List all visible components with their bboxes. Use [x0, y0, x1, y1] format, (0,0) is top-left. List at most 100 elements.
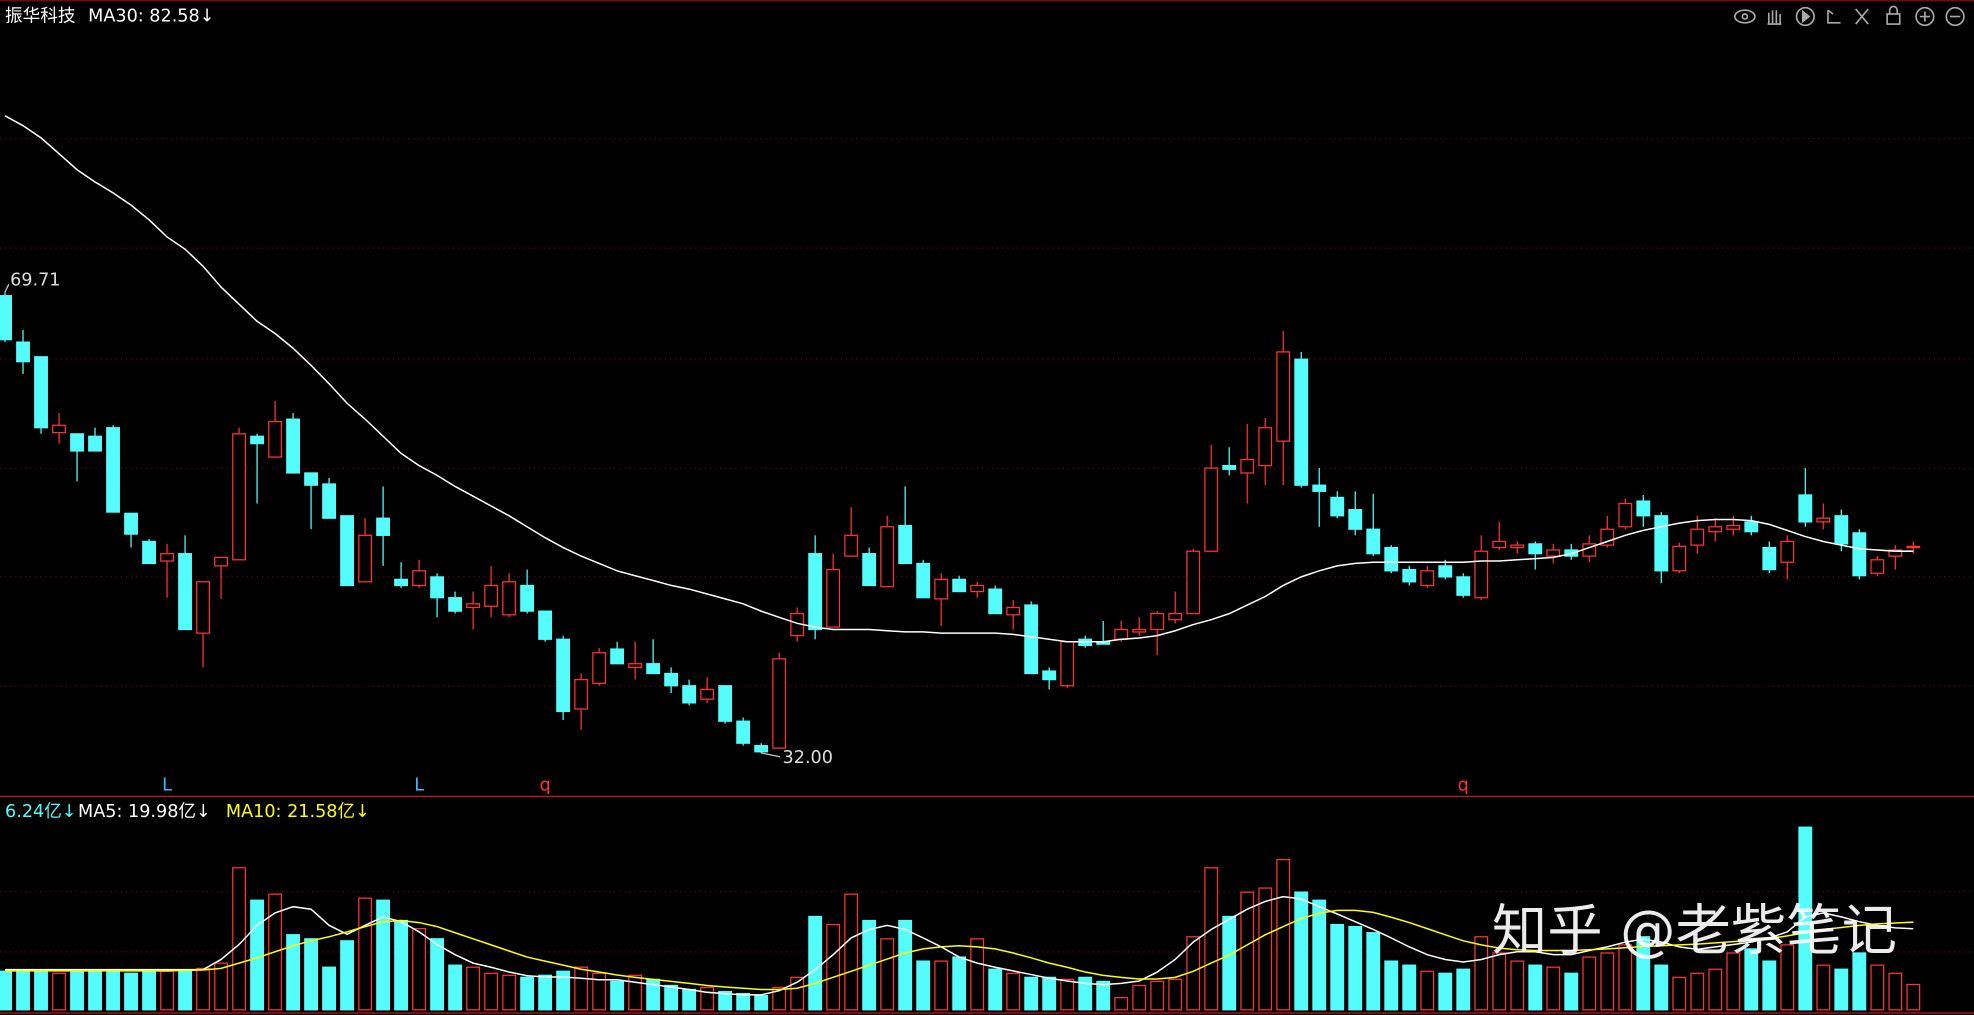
- chart-title: 振华科技: [5, 7, 75, 27]
- candle-body: [286, 418, 301, 474]
- volume-bar: [826, 923, 841, 1011]
- low-marker-line: [761, 752, 781, 758]
- candle-body: [1366, 528, 1381, 555]
- volume-bar: [682, 988, 697, 1011]
- candle-body: [1474, 550, 1489, 599]
- annotation: L: [414, 776, 424, 796]
- candle-body: [934, 578, 949, 600]
- candle-body: [898, 524, 913, 565]
- candle-body: [304, 472, 319, 486]
- candle-body: [520, 584, 535, 612]
- candle-body: [592, 652, 607, 684]
- volume-bar: [1744, 948, 1759, 1011]
- volume-bar: [1600, 952, 1615, 1011]
- candle-body: [1312, 484, 1327, 492]
- candle-body: [1852, 532, 1867, 577]
- zoom-in-icon[interactable]: [1915, 6, 1935, 27]
- volume-bar: [250, 899, 264, 1011]
- candle-body: [1906, 545, 1921, 549]
- candle-body: [538, 610, 553, 640]
- volume-bar: [214, 962, 228, 1011]
- volume-bar: [430, 938, 445, 1011]
- annotation: L: [162, 776, 172, 796]
- volume-bar: [70, 970, 84, 1011]
- candle-body: [1780, 540, 1795, 563]
- candle-body: [844, 534, 859, 557]
- candle-body: [1834, 515, 1849, 545]
- candle-body: [808, 553, 823, 631]
- volume-bar: [34, 970, 48, 1011]
- volume-bar: [358, 897, 373, 1011]
- candle-body: [1888, 549, 1903, 557]
- volume-bar: [1636, 936, 1651, 1011]
- volume-bar: [1276, 859, 1291, 1011]
- volume-bar: [448, 964, 463, 1011]
- volume-bar: [142, 971, 156, 1011]
- candle-body: [1672, 545, 1687, 572]
- candle-body: [1006, 606, 1021, 616]
- candle-body: [1762, 546, 1777, 571]
- volume-bar: [394, 919, 409, 1011]
- candle-body: [0, 295, 12, 341]
- volume-bar: [1564, 972, 1579, 1011]
- candle-body: [1168, 612, 1183, 621]
- volume-bar: [592, 972, 607, 1011]
- volume-bar: [934, 960, 949, 1011]
- volume-bar: [700, 986, 715, 1011]
- candle-body: [1240, 458, 1255, 474]
- watermark: 知乎 @老紫笔记: [1492, 899, 1897, 963]
- volume-bar: [1690, 972, 1705, 1011]
- eye-pupil: [1741, 13, 1749, 20]
- candle-body: [106, 427, 120, 513]
- volume-bar: [1042, 976, 1057, 1011]
- candle-body: [16, 341, 30, 363]
- volume-bar: [1546, 966, 1561, 1011]
- play-icon[interactable]: [1795, 6, 1815, 27]
- candle-body: [1348, 509, 1363, 530]
- volume-bar: [1852, 952, 1867, 1011]
- volume-bar: [1528, 964, 1543, 1011]
- volume-bar: [1078, 976, 1093, 1011]
- volume-legend: 6.24亿↓: [5, 802, 77, 822]
- candle-body: [1744, 521, 1759, 533]
- ma30-line: [4, 115, 1914, 643]
- candle-body: [178, 553, 192, 631]
- candle-body: [124, 512, 138, 535]
- volume-bar: [502, 974, 517, 1011]
- candle-body: [1618, 502, 1633, 528]
- volume-bar: [952, 956, 967, 1011]
- ma-label: MA30: 82.58↓: [88, 7, 214, 27]
- candle-body: [646, 663, 661, 675]
- volume-bar: [718, 990, 733, 1011]
- volume-bar: [1762, 960, 1777, 1011]
- volume-bar: [1366, 932, 1381, 1011]
- candle-body: [1708, 526, 1723, 533]
- volume-bar: [1114, 997, 1129, 1011]
- hand-icon[interactable]: [1767, 10, 1782, 25]
- lock-icon[interactable]: [1886, 13, 1901, 25]
- candle-body: [34, 356, 48, 429]
- cut-icon[interactable]: [1855, 8, 1869, 25]
- zoom-out-icon[interactable]: [1945, 6, 1965, 27]
- volume-bar: [0, 970, 12, 1011]
- volume-bar: [1780, 944, 1795, 1011]
- legend-entry: MA10: 21.58亿↓: [226, 802, 370, 822]
- volume-bar: [1222, 915, 1237, 1011]
- candle-body: [1654, 515, 1669, 572]
- volume-bar: [1672, 976, 1687, 1011]
- candle-body: [1816, 517, 1831, 523]
- candle-body: [628, 663, 643, 669]
- candle-body: [1204, 467, 1219, 552]
- candle-body: [160, 553, 174, 562]
- candle-body: [1492, 540, 1507, 549]
- undo-icon[interactable]: [1827, 9, 1841, 24]
- volume-bar: [1132, 984, 1147, 1011]
- eye-icon[interactable]: [1733, 9, 1756, 24]
- volume-bar: [880, 938, 895, 1011]
- volume-bar: [340, 940, 355, 1011]
- volume-bar: [1438, 972, 1453, 1011]
- volume-bar: [1492, 952, 1507, 1011]
- volume-bar: [1888, 972, 1903, 1011]
